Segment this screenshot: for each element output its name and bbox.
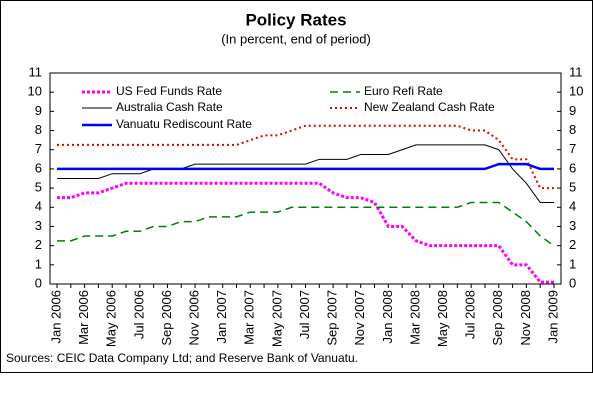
x-tick-label: Jan 2007 — [214, 290, 229, 344]
y-tick-label: 5 — [35, 180, 42, 195]
x-tick-label: May 2008 — [435, 290, 450, 347]
y2-tick-label: 4 — [569, 199, 576, 214]
y2-tick-label: 5 — [569, 180, 576, 195]
y2-tick-label: 11 — [569, 64, 583, 79]
y2-tick-label: 8 — [569, 122, 576, 137]
x-tick-label: Jan 2009 — [545, 290, 560, 344]
y-tick-label: 9 — [35, 103, 42, 118]
y-tick-label: 4 — [35, 199, 42, 214]
y-tick-label: 0 — [35, 275, 42, 290]
y2-tick-label: 1 — [569, 256, 576, 271]
legend-label: Australia Cash Rate — [116, 100, 223, 114]
y-tick-label: 7 — [35, 141, 42, 156]
x-tick-label: Nov 2008 — [518, 290, 533, 346]
x-tick-label: Jan 2008 — [380, 290, 395, 344]
y-tick-label: 3 — [35, 218, 42, 233]
chart-subtitle: (In percent, end of period) — [221, 31, 371, 46]
y2-tick-label: 7 — [569, 141, 576, 156]
x-tick-label: Jul 2008 — [463, 290, 478, 339]
x-tick-label: Jul 2007 — [297, 290, 312, 339]
x-tick-label: Jul 2006 — [131, 290, 146, 339]
x-tick-label: Sep 2006 — [159, 290, 174, 346]
y2-tick-label: 10 — [569, 84, 583, 99]
legend-label: New Zealand Cash Rate — [364, 100, 495, 114]
series-line — [57, 144, 554, 203]
x-tick-label: Sep 2008 — [490, 290, 505, 346]
legend-label: US Fed Funds Rate — [116, 84, 222, 98]
legend-label: Vanuatu Rediscount Rate — [116, 117, 252, 131]
y2-tick-label: 9 — [569, 103, 576, 118]
y-tick-label: 2 — [35, 237, 42, 252]
x-tick-label: Mar 2008 — [407, 290, 422, 345]
x-tick-label: Nov 2006 — [186, 290, 201, 346]
y-tick-label: 10 — [28, 84, 42, 99]
series-line — [57, 201, 555, 247]
legend-label: Euro Refi Rate — [364, 84, 443, 98]
x-tick-label: Nov 2007 — [352, 290, 367, 346]
y2-tick-label: 6 — [569, 160, 576, 175]
source-note: Sources: CEIC Data Company Ltd; and Rese… — [6, 351, 358, 365]
y2-tick-label: 0 — [569, 275, 576, 290]
chart-frame — [0, 0, 593, 373]
series-line — [57, 162, 554, 171]
y2-tick-label: 2 — [569, 237, 576, 252]
x-tick-label: May 2006 — [104, 290, 119, 347]
chart-title: Policy Rates — [245, 10, 346, 29]
y-tick-label: 8 — [35, 122, 42, 137]
y-tick-label: 6 — [35, 160, 42, 175]
y2-tick-label: 3 — [569, 218, 576, 233]
series-line — [57, 181, 554, 284]
series-line — [57, 124, 554, 190]
y-tick-label: 1 — [35, 256, 42, 271]
x-tick-label: May 2007 — [269, 290, 284, 347]
y-tick-label: 11 — [29, 64, 43, 79]
x-tick-label: Jan 2006 — [48, 290, 63, 344]
x-tick-label: Mar 2006 — [76, 290, 91, 345]
x-tick-label: Mar 2007 — [242, 290, 257, 345]
x-tick-label: Sep 2007 — [325, 290, 340, 346]
